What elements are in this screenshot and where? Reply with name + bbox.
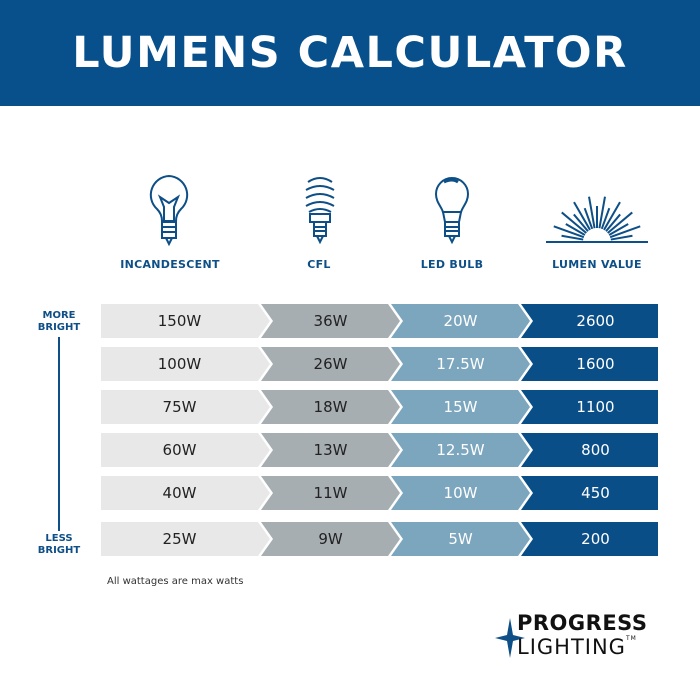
ray <box>573 201 591 231</box>
incandescent-value: 75W <box>162 397 197 416</box>
cfl-cell: 13W <box>261 433 400 467</box>
lumen-cell: 1100 <box>521 390 658 424</box>
column-header-lumen: LUMEN VALUE <box>552 258 642 271</box>
led-value: 5W <box>448 529 473 548</box>
brightness-scale-line <box>58 337 60 531</box>
incandescent-value: 40W <box>162 483 197 502</box>
cfl-cell: 11W <box>261 476 400 510</box>
lumen-value: 800 <box>581 440 610 459</box>
more-bright-label: MORE BRIGHT <box>37 310 81 333</box>
incandescent-cell: 25W <box>101 522 270 556</box>
cfl-cell: 36W <box>261 304 400 338</box>
logo-line2-text: LIGHTING <box>517 635 626 659</box>
incandescent-bulb-icon <box>149 174 189 247</box>
led-value: 15W <box>443 397 478 416</box>
cfl-value: 9W <box>318 529 343 548</box>
ray <box>603 201 621 231</box>
page-title: LUMENS CALCULATOR <box>72 28 628 78</box>
ray <box>553 225 585 239</box>
ray <box>565 223 586 236</box>
cfl-value: 13W <box>313 440 348 459</box>
led-value: 20W <box>443 311 478 330</box>
incandescent-cell: 60W <box>101 433 270 467</box>
cfl-cell: 26W <box>261 347 400 381</box>
star-icon <box>495 618 525 658</box>
incandescent-cell: 75W <box>101 390 270 424</box>
ray <box>561 211 587 234</box>
column-header-cfl: CFL <box>307 258 331 271</box>
ray <box>610 234 633 241</box>
footnote: All wattages are max watts <box>107 576 244 587</box>
ray <box>600 207 611 230</box>
lumen-cell: 2600 <box>521 304 658 338</box>
ray <box>609 225 641 239</box>
ray <box>605 213 621 232</box>
less-bright-label: LESS BRIGHT <box>37 533 81 556</box>
led-cell: 5W <box>391 522 530 556</box>
lumen-value: 2600 <box>576 311 615 330</box>
logo-line1: PROGRESS <box>517 611 648 635</box>
column-header-incandescent: INCANDESCENT <box>120 258 220 271</box>
cfl-value: 36W <box>313 311 348 330</box>
trademark: TM <box>625 635 637 642</box>
incandescent-value: 60W <box>162 440 197 459</box>
lumen-cell: 450 <box>521 476 658 510</box>
led-cell: 17.5W <box>391 347 530 381</box>
led-value: 17.5W <box>436 354 485 373</box>
ray <box>573 213 589 232</box>
cfl-cell: 18W <box>261 390 400 424</box>
ray <box>588 196 596 229</box>
led-cell: 10W <box>391 476 530 510</box>
lumen-cell: 800 <box>521 433 658 467</box>
incandescent-cell: 100W <box>101 347 270 381</box>
header-banner: LUMENS CALCULATOR <box>0 0 700 106</box>
led-bulb-icon <box>434 176 470 245</box>
cfl-bulb-icon <box>305 177 335 245</box>
led-value: 12.5W <box>436 440 485 459</box>
ray <box>598 196 606 229</box>
incandescent-value: 150W <box>157 311 202 330</box>
lumen-rays-icon <box>546 196 648 243</box>
incandescent-cell: 40W <box>101 476 270 510</box>
lumen-value: 200 <box>581 529 610 548</box>
ray <box>583 207 594 230</box>
logo-line2: LIGHTINGTM <box>517 635 637 659</box>
led-cell: 12.5W <box>391 433 530 467</box>
incandescent-cell: 150W <box>101 304 270 338</box>
lumen-value: 1600 <box>576 354 615 373</box>
cfl-value: 11W <box>313 483 348 502</box>
incandescent-value: 100W <box>157 354 202 373</box>
cfl-cell: 9W <box>261 522 400 556</box>
ray <box>607 211 633 234</box>
cfl-value: 26W <box>313 354 348 373</box>
column-header-led: LED BULB <box>420 258 484 271</box>
ray <box>608 223 629 236</box>
lumen-cell: 200 <box>521 522 658 556</box>
lumen-value: 1100 <box>576 397 615 416</box>
led-cell: 20W <box>391 304 530 338</box>
led-value: 10W <box>443 483 478 502</box>
cfl-value: 18W <box>313 397 348 416</box>
ray <box>561 234 584 241</box>
lumen-value: 450 <box>581 483 610 502</box>
led-cell: 15W <box>391 390 530 424</box>
lumen-cell: 1600 <box>521 347 658 381</box>
incandescent-value: 25W <box>162 529 197 548</box>
